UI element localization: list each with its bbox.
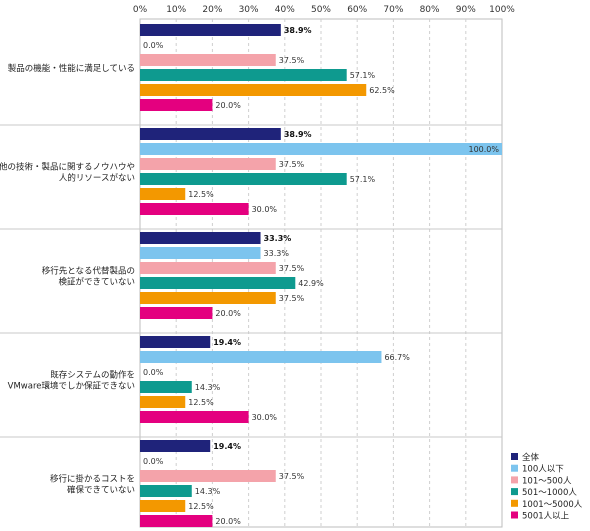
bar	[140, 54, 276, 66]
data-label: 38.9%	[284, 130, 312, 139]
bar	[140, 84, 367, 96]
data-label: 33.3%	[264, 234, 292, 243]
bar	[140, 247, 261, 259]
x-tick-label: 30%	[239, 5, 259, 15]
data-label: 37.5%	[279, 264, 305, 273]
legend-swatch	[511, 488, 518, 496]
bar	[140, 203, 249, 215]
bar	[140, 470, 276, 482]
legend-label: 1001〜5000人	[522, 500, 583, 510]
bar	[140, 381, 192, 393]
data-label: 37.5%	[279, 472, 305, 481]
data-label: 20.0%	[215, 517, 241, 526]
bar	[140, 411, 249, 423]
bar	[140, 351, 382, 363]
x-tick-label: 80%	[420, 5, 440, 15]
x-tick-label: 70%	[383, 5, 403, 15]
legend-swatch	[511, 511, 518, 519]
data-label: 12.5%	[188, 502, 214, 511]
data-label: 30.0%	[252, 205, 278, 214]
data-label: 66.7%	[384, 353, 410, 362]
data-label: 30.0%	[252, 413, 278, 422]
data-label: 19.4%	[213, 442, 241, 451]
x-tick-label: 20%	[202, 5, 222, 15]
bar	[140, 277, 296, 289]
bar	[140, 143, 502, 155]
legend-swatch	[511, 453, 518, 460]
legend-swatch	[511, 499, 518, 507]
bar	[140, 500, 186, 512]
data-label: 100.0%	[468, 145, 499, 154]
bar	[140, 485, 192, 497]
bar	[140, 232, 261, 244]
bar	[140, 128, 281, 140]
data-label: 14.3%	[195, 487, 221, 496]
data-label: 42.9%	[298, 279, 324, 288]
bar	[140, 292, 276, 304]
bar	[140, 69, 347, 81]
bar	[140, 515, 213, 527]
category-label: 移行先となる代替製品の	[42, 266, 135, 277]
x-tick-label: 40%	[275, 5, 295, 15]
legend-label: 5001人以上	[522, 512, 570, 522]
data-label: 62.5%	[369, 86, 395, 95]
legend-label: 100人以下	[522, 465, 564, 475]
x-tick-label: 10%	[166, 5, 186, 15]
bar	[140, 396, 186, 408]
data-label: 37.5%	[279, 160, 305, 169]
x-tick-label: 90%	[456, 5, 476, 15]
legend-label: 全体	[522, 452, 540, 463]
data-label: 33.3%	[264, 249, 290, 258]
legend-label: 501〜1000人	[522, 488, 577, 498]
category-label: 製品の機能・性能に満足している	[8, 63, 135, 74]
data-label: 57.1%	[350, 71, 376, 80]
legend-swatch	[511, 464, 518, 472]
data-label: 19.4%	[213, 338, 241, 347]
category-label: 検証ができていない	[58, 277, 135, 288]
data-label: 20.0%	[215, 101, 241, 110]
bar	[140, 188, 186, 200]
x-tick-label: 60%	[347, 5, 367, 15]
category-label: 既存システムの動作を	[50, 370, 135, 381]
x-tick-label: 100%	[489, 5, 515, 15]
category-label: 他の技術・製品に関するノウハウや	[0, 162, 135, 173]
bar	[140, 336, 211, 348]
legend-swatch	[511, 476, 518, 484]
bar	[140, 173, 347, 185]
bar	[140, 262, 276, 274]
data-label: 0.0%	[143, 368, 164, 377]
data-label: 38.9%	[284, 26, 312, 35]
category-label: VMware環境でしか保証できない	[8, 381, 135, 392]
category-label: 移行に掛かるコストを	[50, 474, 135, 485]
bar	[140, 158, 276, 170]
data-label: 37.5%	[279, 294, 305, 303]
data-label: 20.0%	[215, 309, 241, 318]
data-label: 14.3%	[195, 383, 221, 392]
x-tick-label: 50%	[311, 5, 331, 15]
bar	[140, 24, 281, 36]
data-label: 57.1%	[350, 175, 376, 184]
bar	[140, 307, 213, 319]
x-tick-label: 0%	[133, 5, 148, 15]
data-label: 12.5%	[188, 398, 214, 407]
bar	[140, 99, 213, 111]
data-label: 12.5%	[188, 190, 214, 199]
data-label: 0.0%	[143, 457, 164, 466]
bar	[140, 440, 211, 452]
legend-label: 101〜500人	[522, 476, 572, 486]
data-label: 0.0%	[143, 41, 164, 50]
data-label: 37.5%	[279, 56, 305, 65]
category-label: 確保できていない	[67, 485, 135, 496]
category-label: 人的リソースがない	[59, 173, 135, 184]
